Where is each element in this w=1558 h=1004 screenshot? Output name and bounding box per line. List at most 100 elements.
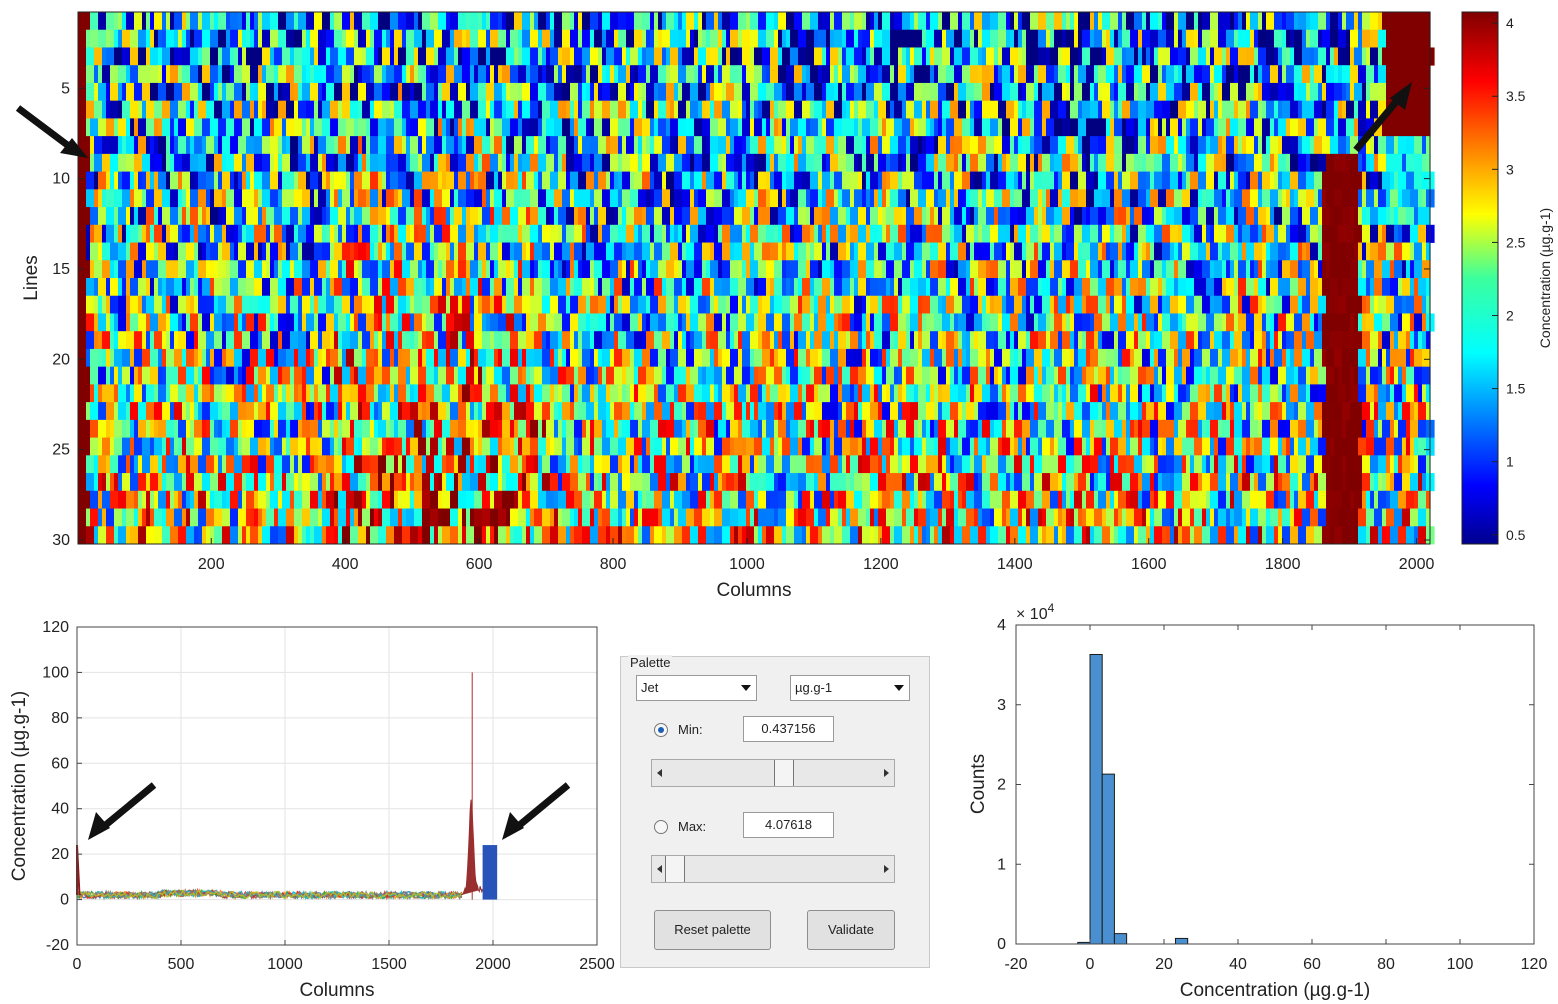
- heatmap-cell: [1050, 224, 1055, 243]
- heatmap-cell: [1174, 348, 1179, 368]
- heatmap-cell: [498, 224, 503, 243]
- heatmap-cell: [686, 366, 691, 385]
- heatmap-cell: [982, 313, 987, 332]
- heatmap-cell: [978, 366, 987, 385]
- heatmap-cell: [1210, 260, 1215, 279]
- heatmap-cell: [1282, 384, 1287, 403]
- heatmap-cell: [426, 278, 431, 297]
- heatmap-cell: [702, 242, 711, 261]
- heatmap-cell: [102, 331, 111, 350]
- heatmap-cell: [1350, 366, 1355, 385]
- heatmap-cell: [1398, 29, 1403, 48]
- heatmap-cell: [1378, 47, 1383, 66]
- heatmap-cell: [166, 224, 171, 243]
- heatmap-cell: [1114, 29, 1119, 48]
- heatmap-cell: [758, 384, 763, 403]
- heatmap-cell: [1286, 224, 1291, 243]
- heatmap-cell: [1138, 224, 1147, 243]
- heatmap-cell: [618, 65, 627, 84]
- heatmap-cell: [630, 313, 639, 332]
- heatmap-cell: [582, 278, 591, 297]
- heatmap-cell: [1378, 100, 1387, 119]
- heatmap-cell: [1082, 207, 1087, 226]
- heatmap-cell: [678, 260, 683, 279]
- heatmap-cell: [714, 278, 723, 297]
- heatmap-cell: [138, 278, 147, 297]
- heatmap-cell: [142, 295, 147, 314]
- heatmap-cell: [562, 384, 571, 403]
- heatmap-cell: [210, 366, 215, 385]
- heatmap-cell: [222, 136, 231, 155]
- heatmap-cell: [234, 100, 243, 119]
- heatmap-cell: [1146, 100, 1155, 119]
- heatmap-cell: [86, 402, 91, 421]
- heatmap-cell: [342, 12, 351, 31]
- heatmap-cell: [1150, 384, 1155, 403]
- heatmap-cell: [730, 47, 739, 66]
- heatmap-cell: [1062, 224, 1067, 243]
- heatmap-cell: [1262, 348, 1267, 368]
- heatmap-cell: [702, 278, 711, 297]
- heatmap-cell: [462, 29, 467, 48]
- heatmap-cell: [966, 348, 971, 368]
- heatmap-cell: [126, 65, 131, 84]
- heatmap-cell: [926, 118, 931, 137]
- heatmap-cell: [1330, 207, 1335, 226]
- heatmap-cell: [742, 207, 751, 226]
- heatmap-cell: [1182, 366, 1187, 385]
- heatmap-cell: [1422, 100, 1431, 119]
- heatmap-cell: [506, 153, 511, 172]
- heatmap-cell: [950, 366, 955, 385]
- heatmap-cell: [1414, 295, 1423, 314]
- heatmap-cell: [1382, 278, 1391, 297]
- heatmap-cell: [118, 278, 123, 297]
- heatmap-cell: [814, 207, 823, 226]
- heatmap-cell: [990, 295, 995, 314]
- heatmap-cell: [650, 242, 655, 261]
- heatmap-cell: [414, 384, 419, 403]
- heatmap-cell: [590, 118, 595, 137]
- heatmap-cell: [526, 242, 531, 261]
- heatmap-cell: [406, 242, 415, 261]
- heatmap-cell: [1306, 171, 1315, 190]
- heatmap-cell: [158, 207, 163, 226]
- heatmap-cell: [486, 260, 491, 279]
- heatmap-cell: [530, 278, 535, 297]
- heatmap-cell: [1370, 242, 1379, 261]
- heatmap-cell: [714, 100, 723, 119]
- heatmap-cell: [1358, 118, 1367, 137]
- heatmap-cell: [346, 313, 351, 332]
- heatmap-cell: [830, 260, 835, 279]
- heatmap-cell: [474, 295, 479, 314]
- heatmap-cell: [626, 65, 631, 84]
- heatmap-cell: [1070, 313, 1075, 332]
- heatmap-cell: [918, 348, 923, 368]
- heatmap-cell: [1162, 313, 1171, 332]
- heatmap-cell: [198, 295, 207, 314]
- heatmap-cell: [1102, 189, 1111, 208]
- heatmap-cell: [798, 260, 807, 279]
- heatmap-cell: [470, 47, 479, 66]
- heatmap-cell: [718, 348, 723, 368]
- heatmap-cell: [802, 12, 811, 31]
- heatmap-cell: [322, 224, 327, 243]
- heatmap-cell: [894, 331, 899, 350]
- heatmap-cell: [706, 224, 715, 243]
- heatmap-cell: [418, 65, 423, 84]
- heatmap-cell: [158, 29, 163, 48]
- heatmap-cell: [90, 384, 95, 403]
- heatmap-cell: [942, 171, 951, 190]
- heatmap-cell: [946, 366, 951, 385]
- heatmap-cell: [422, 171, 431, 190]
- heatmap-cell: [918, 384, 927, 403]
- heatmap-cell: [330, 47, 339, 66]
- heatmap-cell: [1070, 171, 1079, 190]
- heatmap-cell: [1426, 136, 1431, 155]
- heatmap-cell: [1246, 313, 1255, 332]
- heatmap-cell: [906, 189, 911, 208]
- heatmap-cell: [282, 207, 291, 226]
- heatmap-cell: [790, 47, 799, 66]
- heatmap-cell: [306, 171, 311, 190]
- heatmap-cell: [1406, 153, 1415, 172]
- heatmap-cell: [966, 331, 971, 350]
